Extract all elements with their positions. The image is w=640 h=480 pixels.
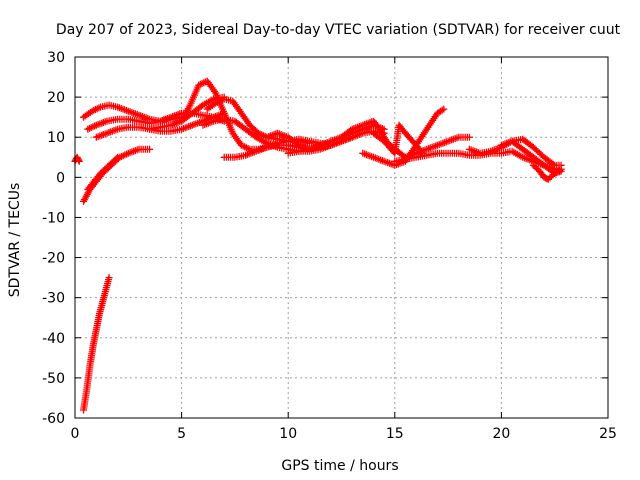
ticks <box>74 56 609 419</box>
y-tick-label: 10 <box>47 130 65 146</box>
series-markers <box>497 135 565 169</box>
x-tick-label: 15 <box>386 426 404 442</box>
x-tick-label: 20 <box>492 426 510 442</box>
x-tick-label: 25 <box>599 426 617 442</box>
series-arc-late-b <box>497 135 565 169</box>
x-axis-label: GPS time / hours <box>281 458 398 474</box>
data-marks <box>71 77 565 414</box>
series-arc-wave-e <box>370 121 426 157</box>
y-tick-label: -50 <box>42 371 65 387</box>
series-markers <box>80 274 113 414</box>
x-tick-label: 0 <box>71 426 80 442</box>
y-tick-label: -10 <box>42 210 65 226</box>
y-tick-label: 0 <box>56 170 65 186</box>
series-arc-steep-drop <box>80 274 113 414</box>
x-tick-labels: 0 5 10 15 20 25 <box>71 426 617 442</box>
series-markers <box>84 153 122 193</box>
plot-frame <box>74 56 609 419</box>
series-markers <box>529 161 565 183</box>
y-tick-label: -20 <box>42 251 65 267</box>
y-tick-labels: -60 -50 -40 -30 -20 -10 0 10 20 30 <box>42 50 65 427</box>
series-arc-rising-b <box>84 153 122 193</box>
chart-title: Day 207 of 2023, Sidereal Day-to-day VTE… <box>56 22 621 38</box>
series-arc-late-c <box>529 161 565 183</box>
y-axis-label: SDTVAR / TECUs <box>7 183 23 298</box>
y-tick-label: -60 <box>42 411 65 427</box>
y-tick-label: 20 <box>47 90 65 106</box>
series-markers <box>370 121 426 157</box>
x-tick-label: 10 <box>279 426 297 442</box>
y-tick-label: -30 <box>42 291 65 307</box>
y-tick-label: 30 <box>47 50 65 66</box>
x-tick-label: 5 <box>177 426 186 442</box>
y-tick-label: -40 <box>42 331 65 347</box>
